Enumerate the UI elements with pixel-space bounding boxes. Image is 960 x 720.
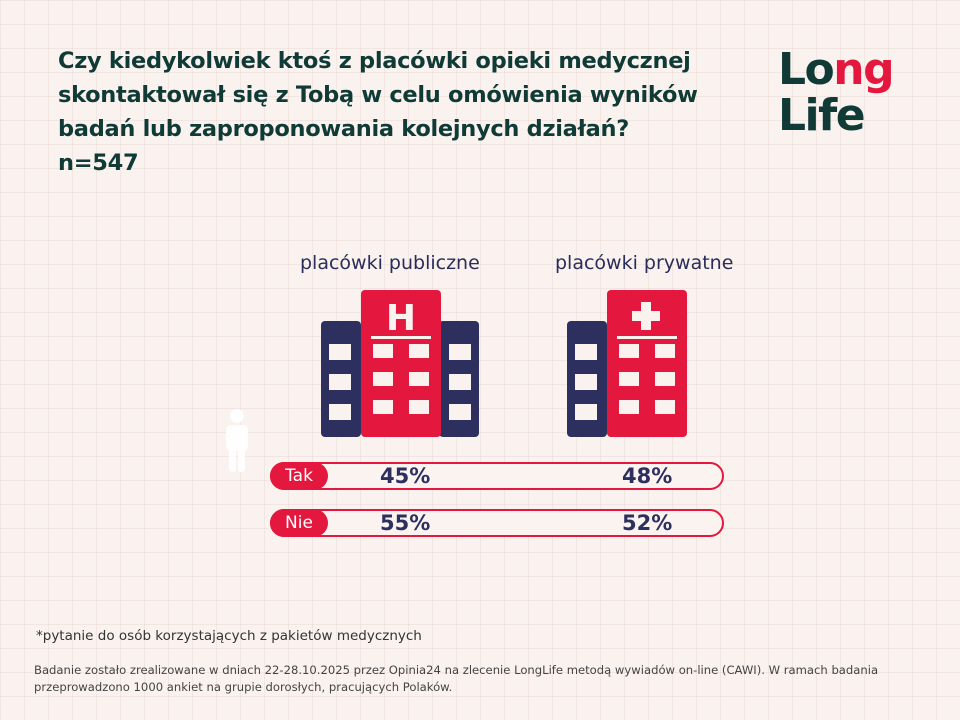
logo-part-1: Lo [778,44,835,95]
svg-text:H: H [386,298,416,339]
value-nie-private: 52% [622,511,673,535]
logo-part-3: Life [778,90,866,141]
value-nie-public: 55% [380,511,431,535]
row-nie: Nie 55% 52% [270,509,724,537]
hospital-cross-icon [567,290,687,437]
title-line-1: Czy kiedykolwiek ktoś z placówki opieki … [58,48,691,74]
column-label-private: placówki prywatne [555,252,734,274]
row-label-tak: Tak [270,462,328,490]
row-tak: Tak 45% 48% [270,462,724,490]
person-icon [226,409,248,472]
title-line-3: badań lub zaproponowania kolejnych dział… [58,116,629,142]
row-label-nie: Nie [270,509,328,537]
value-tak-public: 45% [380,464,431,488]
column-label-public: placówki publiczne [300,252,480,274]
longlife-logo: Long Life [778,48,895,141]
sample-size: n=547 [58,150,139,176]
hospital-h-icon: H [321,290,479,437]
source-note: Badanie zostało zrealizowane w dniach 22… [34,663,879,694]
page-title: Czy kiedykolwiek ktoś z placówki opieki … [58,44,758,180]
title-line-2: skontaktował się z Tobą w celu omówienia… [58,82,698,108]
value-tak-private: 48% [622,464,673,488]
logo-part-2: ng [833,44,894,95]
footnote: *pytanie do osób korzystających z pakiet… [36,628,422,644]
